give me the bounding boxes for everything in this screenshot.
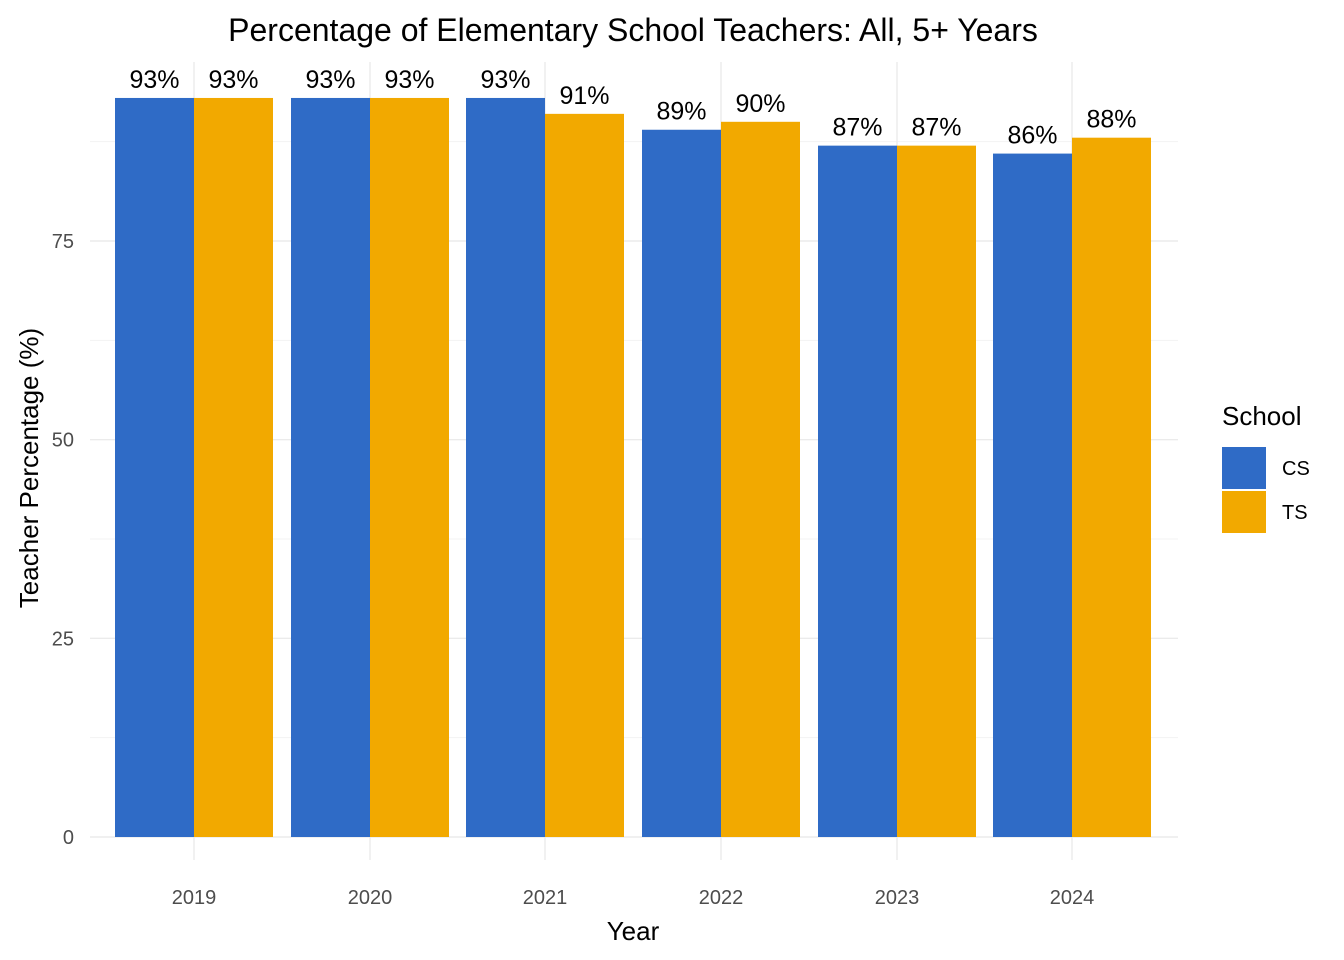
bar-cs-2021 — [466, 97, 545, 837]
legend-key-ts — [1222, 491, 1266, 533]
x-tick-label-2021: 2021 — [523, 887, 568, 909]
bar-cs-2020 — [291, 97, 370, 837]
x-tick-label-2022: 2022 — [699, 887, 744, 909]
bars-layer — [115, 97, 1151, 838]
bar-ts-2020 — [370, 97, 449, 837]
x-tick-label-2019: 2019 — [172, 887, 217, 909]
data-label-ts-2023: 87% — [911, 114, 961, 142]
legend: School CS TS — [1222, 401, 1310, 533]
data-label-cs-2024: 86% — [1007, 122, 1057, 150]
data-label-cs-2022: 89% — [656, 98, 706, 126]
y-tick-label-0: 0 — [63, 827, 74, 849]
data-label-cs-2020: 93% — [305, 66, 355, 94]
y-tick-label-2: 50 — [52, 430, 74, 452]
bar-cs-2023 — [818, 145, 897, 837]
data-label-ts-2021: 91% — [559, 82, 609, 110]
y-axis-title: Teacher Percentage (%) — [14, 328, 44, 608]
data-labels-layer: 93% 93% 93% 89% 87% 86% 93% 93% 91% 90% 87% 88% — [129, 66, 1136, 150]
x-tick-label-2023: 2023 — [875, 887, 920, 909]
x-tick-label-2024: 2024 — [1050, 887, 1095, 909]
y-tick-label-3: 75 — [52, 231, 74, 253]
data-label-ts-2022: 90% — [735, 90, 785, 118]
bar-cs-2019 — [115, 97, 194, 837]
y-tick-label-1: 25 — [52, 628, 74, 650]
bar-cs-2024 — [993, 153, 1072, 837]
data-label-ts-2020: 93% — [384, 66, 434, 94]
data-label-cs-2023: 87% — [832, 114, 882, 142]
x-tick-label-2020: 2020 — [348, 887, 393, 909]
bar-ts-2022 — [721, 121, 800, 838]
bar-cs-2022 — [642, 129, 721, 837]
bar-ts-2023 — [897, 145, 976, 837]
legend-key-cs — [1222, 447, 1266, 489]
data-label-cs-2019: 93% — [129, 66, 179, 94]
legend-title: School — [1222, 401, 1302, 431]
bar-ts-2021 — [545, 113, 624, 837]
legend-label-cs: CS — [1282, 458, 1310, 480]
chart-title: Percentage of Elementary School Teachers… — [228, 12, 1038, 48]
legend-label-ts: TS — [1282, 502, 1308, 524]
x-axis-title: Year — [607, 916, 660, 946]
axes-layer: 0 25 50 75 2019 2020 2021 2022 2023 2024 — [52, 231, 1095, 909]
data-label-ts-2024: 88% — [1086, 106, 1136, 134]
data-label-ts-2019: 93% — [208, 66, 258, 94]
bar-ts-2024 — [1072, 137, 1151, 837]
bar-ts-2019 — [194, 97, 273, 837]
data-label-cs-2021: 93% — [480, 66, 530, 94]
